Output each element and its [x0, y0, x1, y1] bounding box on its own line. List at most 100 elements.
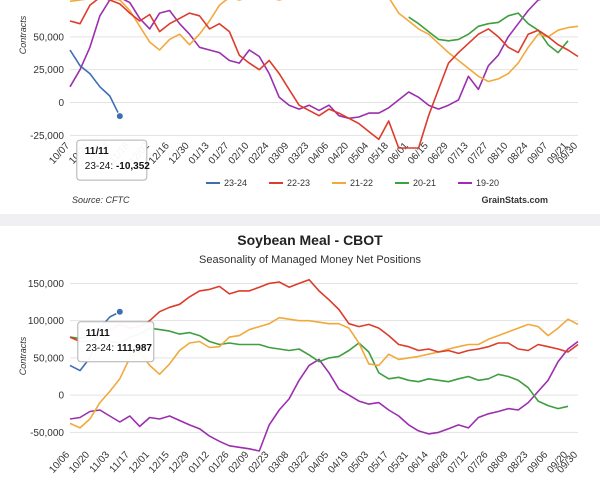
x-tick-label: 05/04	[346, 140, 371, 166]
series-line-19-20[interactable]	[69, 0, 578, 120]
y-tick-label: -50,000	[30, 428, 64, 439]
tooltip-point[interactable]	[115, 307, 124, 316]
x-tick-label: 06/14	[406, 449, 431, 475]
x-tick-label: 01/27	[207, 140, 232, 166]
x-tick-label: 06/15	[406, 140, 431, 166]
x-tick-label: 09/07	[525, 140, 550, 166]
series-line-22-23[interactable]	[69, 278, 579, 355]
x-tick-label: 12/01	[127, 449, 152, 475]
series-line-23-24[interactable]	[69, 49, 121, 117]
y-axis-label: Contracts	[18, 15, 28, 54]
x-tick-label: 08/10	[486, 140, 511, 166]
y-tick-labels: -50,000 0 50,000 100,000 150,000	[28, 279, 65, 439]
legend-label: 20-21	[413, 178, 436, 188]
y-tick-label: 25,000	[33, 65, 64, 76]
y-tick-labels: -25,000 0 25,000 50,000	[30, 32, 64, 142]
x-tick-label: 10/07	[47, 140, 72, 166]
x-tick-label: 03/08	[266, 449, 291, 475]
legend-label: 19-20	[476, 178, 499, 188]
x-tick-label: 06/01	[386, 140, 411, 166]
x-tick-label: 01/12	[187, 449, 212, 475]
series-line-21-22[interactable]	[69, 316, 579, 429]
tooltip-value: 111,987	[117, 343, 152, 354]
series-line-22-23[interactable]	[69, 0, 579, 149]
x-tick-label: 10/06	[47, 449, 72, 475]
x-tick-label: 10/20	[67, 449, 92, 475]
x-tick-label: 07/26	[466, 449, 491, 475]
legend[interactable]: 23-24 22-23 21-22 20-21 19-20	[206, 178, 499, 188]
y-tick-label: 0	[58, 98, 64, 109]
x-tick-label: 11/03	[88, 449, 113, 475]
x-tick-labels: 10/0610/2011/0311/1712/0112/1512/2901/12…	[47, 449, 580, 475]
legend-item-19-20[interactable]: 19-20	[458, 178, 499, 188]
chart-bottom-svg: Soybean Meal - CBOT Seasonality of Manag…	[18, 232, 581, 476]
x-tick-label: 06/29	[426, 140, 451, 166]
tooltip-label: 23-24: -10,352	[85, 161, 150, 172]
x-tick-label: 03/09	[266, 140, 291, 166]
x-tick-label: 04/20	[326, 140, 351, 166]
y-tick-label: -25,000	[30, 131, 64, 142]
source-note: Source: CFTC	[72, 195, 130, 205]
x-tick-label: 11/17	[108, 449, 133, 475]
x-tick-label: 07/13	[446, 140, 471, 166]
y-tick-label: 150,000	[28, 279, 65, 290]
y-tick-label: 0	[58, 391, 64, 402]
y-axis-label: Contracts	[18, 336, 28, 375]
tooltip-point[interactable]	[115, 112, 124, 121]
x-tick-label: 05/18	[366, 140, 391, 166]
x-tick-label: 02/23	[247, 449, 272, 475]
y-tick-label: 50,000	[33, 32, 64, 43]
x-tick-label: 07/27	[466, 140, 491, 166]
series-lines	[69, 278, 579, 452]
series-line-20-21[interactable]	[408, 12, 569, 54]
x-tick-label: 01/13	[187, 140, 212, 166]
series-line-21-22[interactable]	[69, 0, 579, 83]
x-tick-label: 02/24	[247, 140, 272, 166]
brand-label[interactable]: GrainStats.com	[481, 195, 548, 205]
x-tick-label: 06/28	[426, 449, 451, 475]
panel-separator	[0, 214, 600, 226]
legend-label: 23-24	[224, 178, 247, 188]
tooltip-title: 11/11	[86, 328, 110, 339]
x-tick-label: 12/15	[147, 449, 172, 475]
tooltip-label: 23-24: 111,987	[86, 343, 153, 354]
tooltip: 11/11 23-24: -10,352	[76, 112, 150, 181]
y-tick-label: 100,000	[28, 316, 65, 327]
legend-item-21-22[interactable]: 21-22	[332, 178, 373, 188]
x-tick-label: 08/09	[486, 449, 511, 475]
legend-item-22-23[interactable]: 22-23	[269, 178, 310, 188]
x-tick-label: 03/22	[286, 449, 311, 475]
x-tick-label: 01/26	[207, 449, 232, 475]
x-tick-label: 12/16	[147, 140, 172, 166]
x-tick-label: 02/10	[227, 140, 252, 166]
x-tick-label: 02/09	[227, 449, 252, 475]
x-tick-label: 09/06	[525, 449, 550, 475]
x-tick-label: 08/23	[506, 449, 531, 475]
legend-item-23-24[interactable]: 23-24	[206, 178, 247, 188]
x-tick-label: 05/31	[386, 449, 411, 475]
x-tick-label: 04/06	[306, 140, 331, 166]
gridlines	[70, 36, 578, 136]
tooltip-box	[77, 321, 155, 363]
series-line-19-20[interactable]	[69, 340, 579, 452]
legend-item-20-21[interactable]: 20-21	[395, 178, 436, 188]
x-tick-label: 04/19	[326, 449, 351, 475]
tooltip-title: 11/11	[85, 146, 109, 157]
x-tick-label: 03/23	[286, 140, 311, 166]
x-tick-label: 12/29	[167, 449, 192, 475]
chart-title: Soybean Meal - CBOT	[237, 232, 383, 248]
tooltip-box	[76, 139, 148, 181]
chart-panel-bottom: Soybean Meal - CBOT Seasonality of Manag…	[0, 226, 600, 500]
tooltip-value: -10,352	[116, 161, 150, 172]
y-tick-label: 50,000	[33, 353, 64, 364]
x-tick-label: 08/24	[506, 140, 531, 166]
gridlines	[70, 282, 578, 433]
x-tick-label: 07/12	[446, 449, 471, 475]
x-tick-label: 05/03	[346, 449, 371, 475]
series-lines	[69, 0, 579, 149]
x-tick-label: 12/30	[167, 140, 192, 166]
x-tick-label: 04/05	[306, 449, 331, 475]
tooltip: 11/11 23-24: 111,987	[77, 307, 155, 363]
